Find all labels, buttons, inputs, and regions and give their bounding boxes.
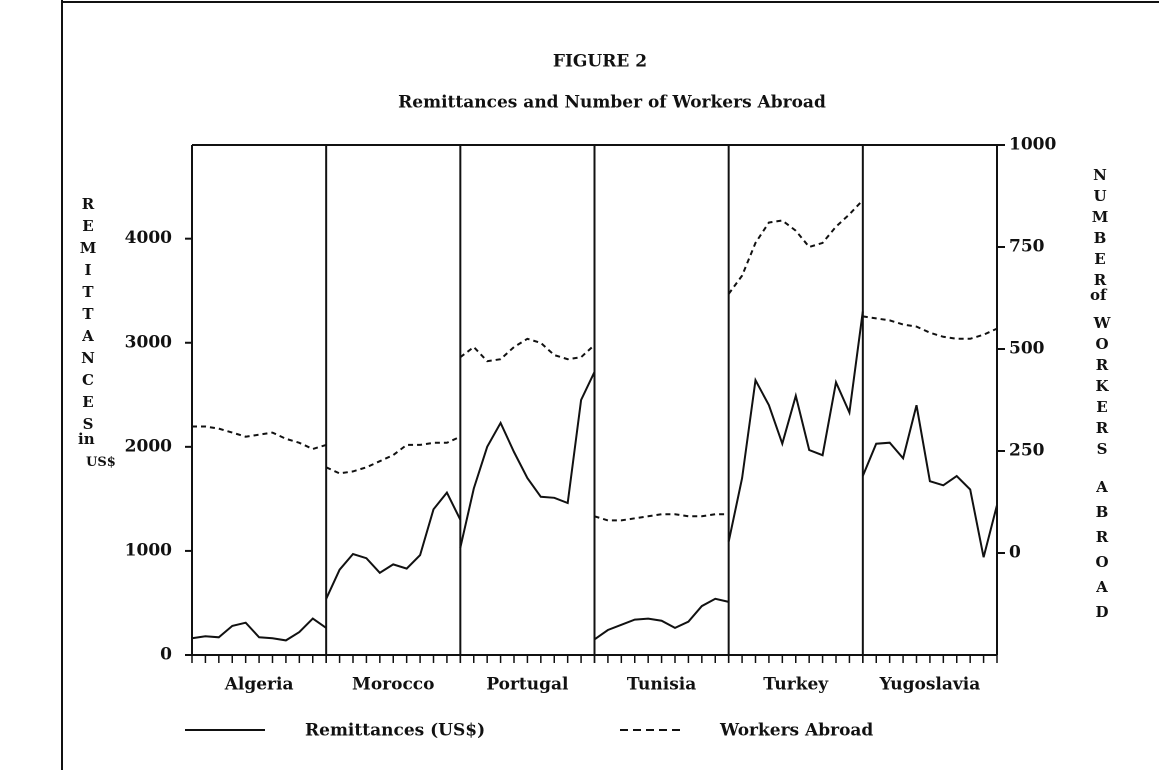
x-tick-label: Portugal <box>486 675 569 695</box>
series-line <box>459 337 596 363</box>
legend-label: Remittances (US$) <box>305 721 485 741</box>
y2-label-2: of <box>1090 286 1107 304</box>
y-label-1: REMITTANCES <box>79 195 97 437</box>
y-tick-label: 2000 <box>125 436 172 456</box>
y2-label-4: ABROAD <box>1093 478 1111 628</box>
series-line <box>325 435 461 475</box>
y2-tick-label: 750 <box>1009 237 1045 257</box>
y2-tick-label: 500 <box>1009 339 1045 359</box>
x-tick-label: Morocco <box>352 675 435 695</box>
chart-subtitle: Remittances and Number of Workers Abroad <box>398 93 826 113</box>
y2-tick-label: 0 <box>1009 543 1021 563</box>
y2-label-3: WORKERS <box>1093 314 1111 461</box>
series-line <box>861 404 998 558</box>
y-label-3: US$ <box>86 455 116 470</box>
series-line <box>727 311 864 542</box>
y2-tick-label: 250 <box>1009 441 1045 461</box>
series-line <box>593 597 729 641</box>
series-line <box>192 425 327 451</box>
y2-tick-label: 1000 <box>1009 135 1056 155</box>
series-line <box>459 371 596 549</box>
chart-title: FIGURE 2 <box>553 52 647 72</box>
y-tick-label: 0 <box>160 645 172 665</box>
y-tick-label: 1000 <box>125 540 172 560</box>
series-line <box>594 513 729 522</box>
x-tick-label: Turkey <box>763 675 829 695</box>
series-line <box>191 617 327 642</box>
x-tick-label: Tunisia <box>627 675 696 695</box>
series-line <box>727 199 864 295</box>
y-label-2: in <box>78 430 95 448</box>
x-tick-label: Algeria <box>224 675 294 695</box>
x-tick-label: Yugoslavia <box>879 675 981 695</box>
series-line <box>862 315 998 340</box>
series-line <box>325 490 462 600</box>
legend-label: Workers Abroad <box>719 721 873 741</box>
y2-label-1: NUMBER <box>1091 166 1109 292</box>
y-tick-label: 3000 <box>125 332 172 352</box>
y-tick-label: 4000 <box>125 228 172 248</box>
